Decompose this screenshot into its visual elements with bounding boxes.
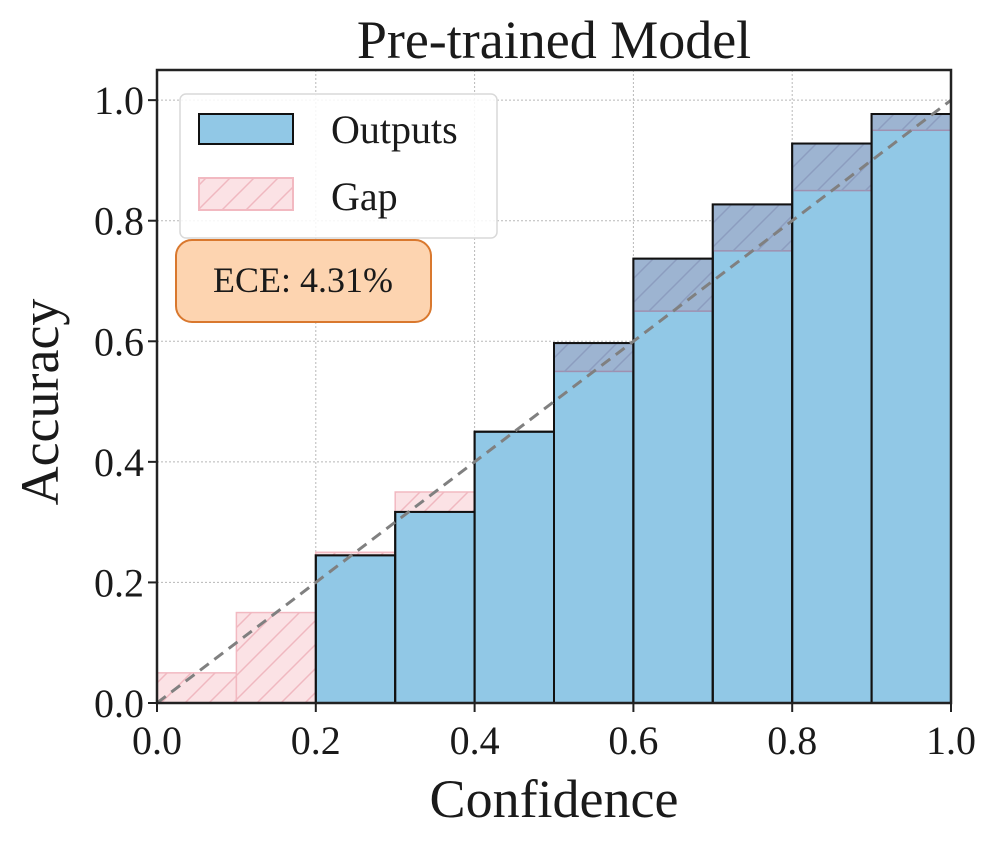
plot-frame [155, 68, 953, 705]
y-tick-label-1: 0.2 [94, 560, 144, 605]
output-bar-8 [791, 142, 873, 704]
x-tick-label-0: 0.0 [132, 718, 182, 763]
gap-hatch-1 [236, 612, 316, 703]
gap-hatch-8 [792, 143, 872, 191]
output-bar-5 [553, 342, 635, 704]
gap-hatch-0 [157, 672, 237, 703]
chart-title: Pre-trained Model [357, 10, 751, 70]
bars [156, 113, 952, 705]
output-bar-4 [473, 430, 556, 704]
gap-hatch-9 [871, 114, 951, 131]
gap-hatch-3 [395, 492, 475, 512]
ece-annotation: ECE: 4.31% [175, 239, 432, 323]
legend-outputs-swatch [198, 113, 294, 145]
ece-box [175, 239, 432, 323]
x-tick-label-2: 0.4 [450, 718, 500, 763]
gap-hatch-7 [712, 204, 793, 251]
y-tick-label-4: 0.8 [94, 199, 144, 244]
gap-hatch-2 [315, 552, 396, 556]
x-tick-label-1: 0.2 [291, 718, 341, 763]
legend-outputs-label: Outputs [331, 107, 458, 152]
legend: Outputs Gap [179, 93, 498, 239]
y-tick-label-3: 0.6 [94, 319, 144, 364]
output-bar-6 [632, 257, 714, 704]
perfect-calibration-line [156, 98, 952, 705]
y-tick-label-2: 0.4 [94, 440, 144, 485]
output-bar-7 [711, 203, 794, 705]
ticks: 0.0 0.2 0.4 0.6 0.8 1.0 0.0 0.2 0.4 0.6 0.8 1.0 [94, 78, 976, 763]
x-axis-label: Confidence [430, 769, 679, 829]
gap-hatch-6 [633, 258, 713, 312]
x-tick-label-5: 1.0 [926, 718, 976, 763]
x-tick-label-3: 0.6 [608, 718, 658, 763]
x-tick-label-4: 0.8 [767, 718, 817, 763]
legend-gap-label: Gap [331, 174, 398, 219]
ece-text: ECE: 4.31% [213, 260, 393, 300]
output-bar-9 [870, 113, 952, 705]
y-tick-label-0: 0.0 [94, 681, 144, 726]
legend-gap-hatch [199, 178, 293, 210]
output-bar-3 [394, 510, 476, 704]
y-axis-label: Accuracy [10, 299, 70, 506]
gap-hatch-5 [554, 343, 634, 372]
output-bar-2 [314, 554, 397, 704]
y-tick-label-5: 1.0 [94, 78, 144, 123]
